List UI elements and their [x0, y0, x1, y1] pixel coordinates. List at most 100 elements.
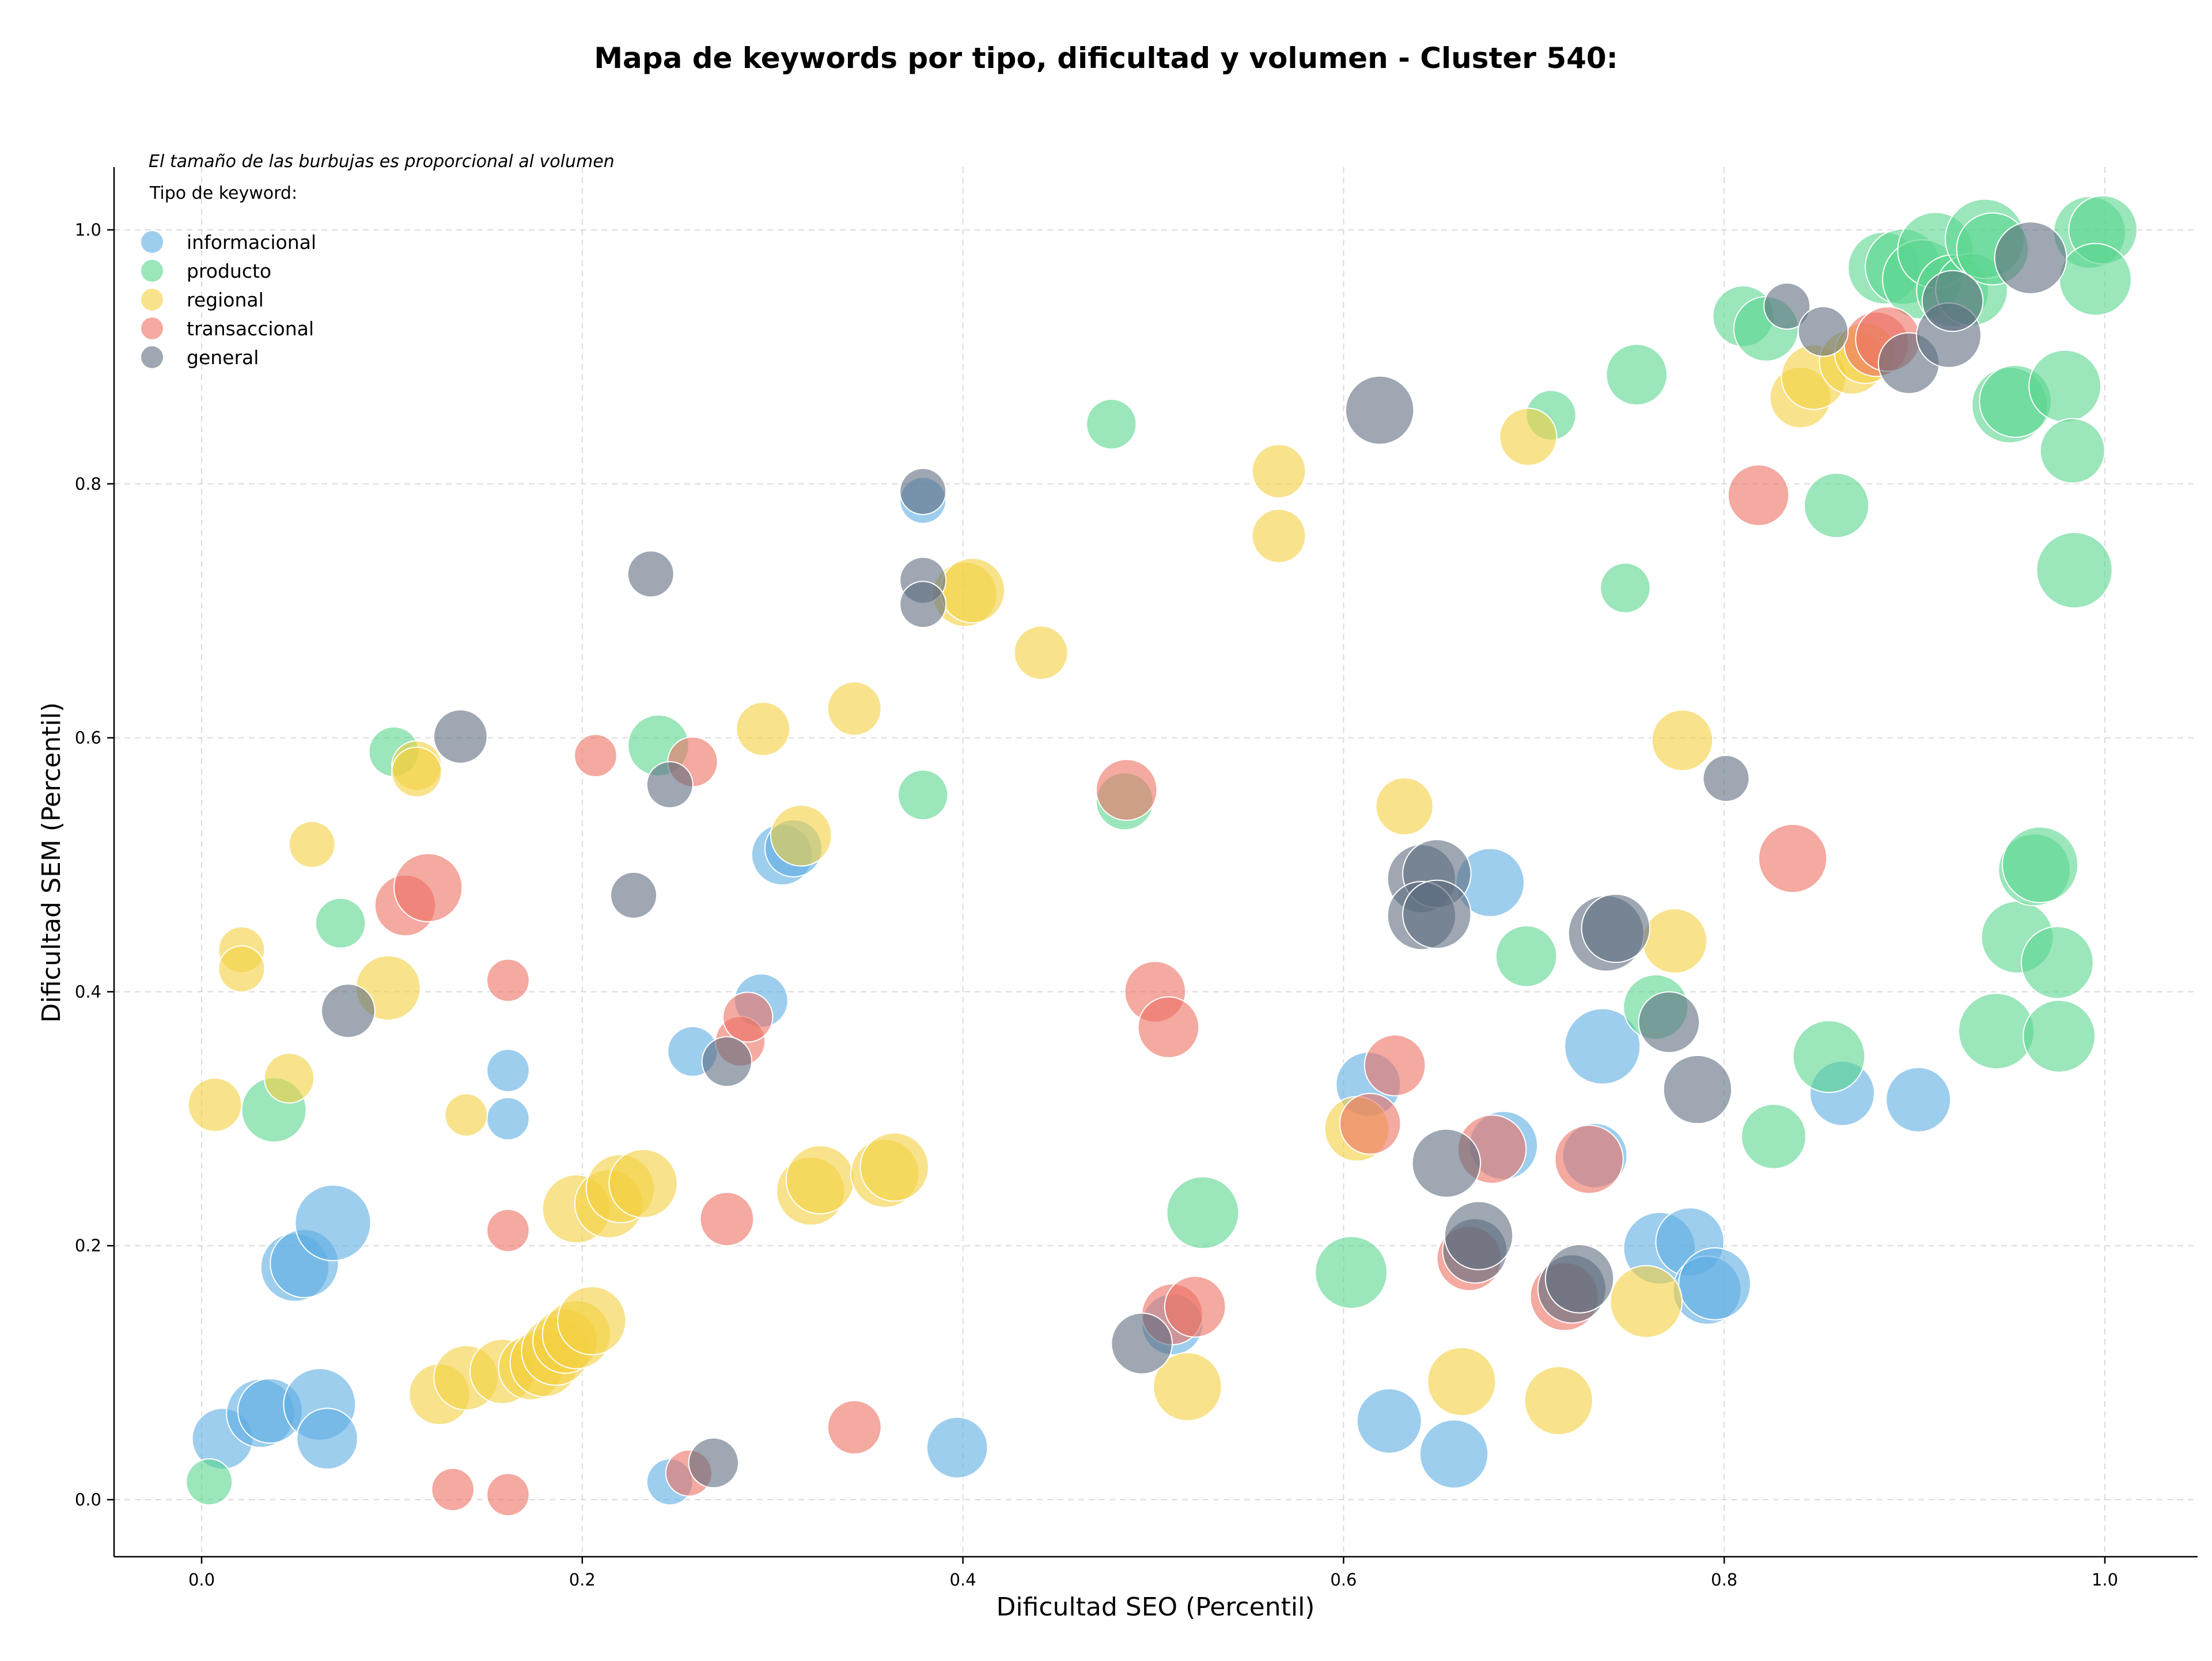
bubble-producto	[2036, 532, 2113, 609]
legend-marker-transaccional	[141, 317, 163, 339]
bubble-general	[1544, 1244, 1615, 1314]
bubble-general	[688, 1437, 739, 1489]
bubble-regional	[218, 945, 266, 993]
bubble-general	[1402, 879, 1472, 949]
bubble-transaccional	[486, 1208, 530, 1253]
bubble-regional	[187, 1077, 243, 1132]
bubble-general	[1638, 991, 1700, 1054]
y-tick-label: 0.6	[75, 728, 101, 748]
bubble-general	[1797, 306, 1849, 357]
y-tick-label: 0.4	[75, 982, 101, 1001]
bubble-transaccional	[486, 1473, 530, 1516]
bubble-informacional	[1564, 1008, 1641, 1085]
bubble-general	[610, 871, 658, 919]
legend-marker-informacional	[141, 231, 163, 253]
legend-label-general: general	[187, 346, 259, 369]
bubble-general	[1111, 1312, 1173, 1375]
y-ticks: 0.0 0.2 0.4 0.6 0.8 1.0	[75, 220, 114, 1509]
bubble-transaccional	[393, 853, 463, 922]
bubble-regional	[1651, 709, 1714, 771]
bubble-informacional	[1885, 1066, 1952, 1133]
y-tick-label: 1.0	[75, 220, 101, 240]
bubble-transaccional	[486, 958, 530, 1002]
bubble-producto	[1741, 1103, 1807, 1170]
bubble-general	[1411, 1128, 1482, 1198]
y-tick-label: 0.0	[75, 1490, 101, 1509]
bubble-general	[646, 761, 694, 809]
bubble-producto	[1166, 1176, 1240, 1250]
bubble-producto	[1315, 1236, 1388, 1309]
bubble-general	[899, 468, 947, 516]
bubble-informacional	[296, 1408, 358, 1470]
x-tick-label: 0.6	[1330, 1570, 1357, 1590]
bubble-regional	[608, 1149, 678, 1219]
legend-marker-general	[141, 346, 163, 368]
bubble-general	[433, 709, 488, 764]
legend-title: Tipo de keyword:	[149, 183, 297, 203]
bubble-regional	[859, 1132, 929, 1202]
bubble-regional	[444, 1093, 488, 1137]
grid	[114, 167, 2198, 1557]
bubble-informacional	[1419, 1419, 1489, 1489]
bubble-general	[1444, 1201, 1514, 1270]
bubble-transaccional	[1164, 1276, 1226, 1338]
bubble-regional	[827, 681, 882, 736]
bubble-producto	[2059, 243, 2132, 316]
bubble-informacional	[294, 1184, 372, 1262]
bubble-transaccional	[1137, 996, 1200, 1058]
bubble-producto	[1600, 562, 1651, 614]
bubble-general	[627, 550, 675, 598]
bubble-producto	[2022, 1000, 2096, 1073]
legend-marker-producto	[141, 260, 163, 282]
bubble-regional	[1642, 908, 1708, 974]
bubble-producto	[2021, 926, 2094, 1000]
x-tick-label: 0.0	[188, 1570, 215, 1590]
bubble-transaccional	[1363, 1034, 1426, 1097]
bubble-general	[1921, 270, 1984, 332]
bubble-producto	[897, 769, 949, 820]
legend-marker-regional	[141, 289, 163, 311]
bubble-general	[1763, 282, 1811, 330]
y-tick-label: 0.8	[75, 474, 101, 494]
y-axis-label: Dificultad SEM (Percentil)	[37, 702, 66, 1023]
bubble-informacional	[1356, 1388, 1422, 1454]
legend-label-informacional: informacional	[187, 231, 316, 253]
bubble-producto	[2028, 349, 2102, 423]
bubble-producto	[185, 1458, 233, 1506]
bubble-producto	[1804, 472, 1870, 539]
bubble-regional	[557, 1286, 627, 1356]
bubble-general	[1994, 221, 2067, 294]
x-tick-label: 0.2	[569, 1570, 596, 1590]
bubble-general	[1581, 894, 1651, 963]
bubble-transaccional	[1727, 464, 1790, 527]
bubble-producto	[315, 898, 366, 949]
bubble-regional	[736, 701, 791, 756]
bubble-producto	[1495, 925, 1558, 987]
bubble-regional	[1609, 1265, 1683, 1338]
x-tick-label: 0.8	[1711, 1570, 1737, 1590]
bubble-regional	[1251, 444, 1306, 499]
bubble-transaccional	[1339, 1092, 1402, 1155]
legend-label-transaccional: transaccional	[187, 317, 314, 340]
bubble-regional	[940, 557, 1006, 623]
bubble-transaccional	[1554, 1125, 1624, 1194]
x-axis-label: Dificultad SEO (Percentil)	[997, 1592, 1315, 1622]
bubble-producto	[1086, 399, 1137, 450]
y-tick-label: 0.2	[75, 1236, 101, 1255]
bubble-regional	[263, 1053, 315, 1104]
bubble-producto	[2002, 826, 2079, 903]
bubble-producto	[2039, 418, 2105, 484]
x-tick-label: 0.4	[950, 1570, 976, 1590]
series-general	[321, 221, 2067, 1489]
bubble-informacional	[926, 1416, 988, 1479]
bubble-regional	[1251, 508, 1306, 563]
x-ticks: 0.0 0.2 0.4 0.6 0.8 1.0	[188, 1557, 2118, 1590]
bubble-size-note: El tamaño de las burbujas es proporciona…	[149, 152, 615, 172]
bubbles	[185, 195, 2138, 1516]
bubble-producto	[1792, 1020, 1866, 1094]
x-tick-label: 1.0	[2092, 1570, 2118, 1590]
bubble-producto	[1605, 343, 1668, 406]
bubble-regional	[785, 1145, 855, 1214]
bubble-regional	[1499, 407, 1558, 466]
